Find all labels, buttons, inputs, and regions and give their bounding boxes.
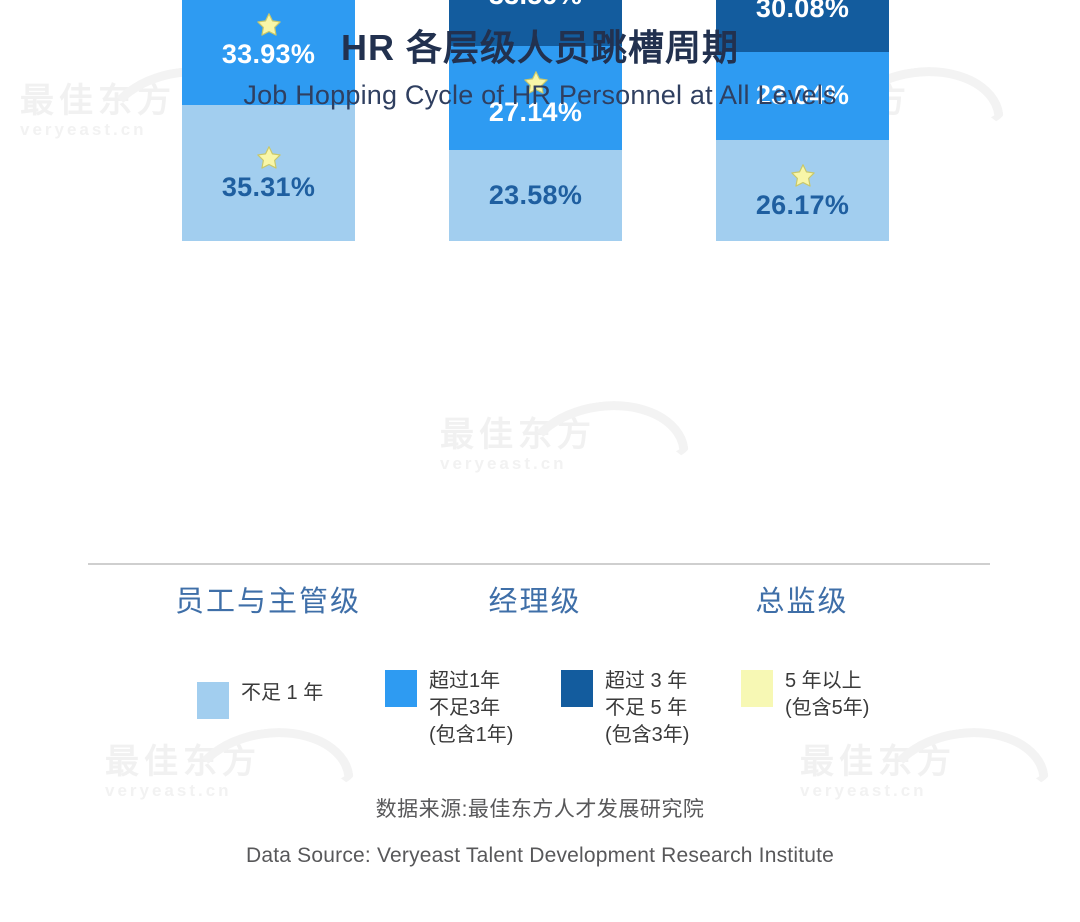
stacked-bar: 15.69%33.59%27.14%23.58% <box>449 0 622 241</box>
page-subtitle: Job Hopping Cycle of HR Personnel at All… <box>243 80 837 111</box>
legend-label-line: 不足 1 年 <box>241 682 324 704</box>
bar-segment: 33.93% <box>182 0 355 106</box>
x-axis-label-0: 员工与主管级 <box>174 586 361 618</box>
chart-title-block: HR 各层级人员跳槽周期 Job Hopping Cycle of HR Per… <box>0 26 1080 113</box>
legend-label-line: 5 年以上 <box>785 670 862 692</box>
legend-color-swatch <box>385 670 417 707</box>
legend-label-line: 超过 3 年 <box>605 670 688 692</box>
bar-segment: 27.14% <box>449 45 622 151</box>
chart-legend: 不足 1 年 超过1年不足3年 (包含1年) 超过 3 年不足 5 年 (包含3年) 5 … <box>0 668 1080 768</box>
star-icon <box>790 163 815 187</box>
bar-segment-value: 33.93% <box>221 38 316 69</box>
star-icon <box>523 71 548 94</box>
bar-segment: 35.31% <box>182 105 355 241</box>
chart-footer: 数据来源:最佳东方人才发展研究院 Data Source: Veryeast T… <box>0 795 1080 871</box>
bar-segment-value: 35.31% <box>221 172 316 203</box>
legend-label: 不足 1 年 <box>241 680 323 707</box>
stacked-bar: 20.71%30.08%23.04%26.17% <box>716 0 889 241</box>
bar-segment-value: 23.04% <box>755 80 850 111</box>
legend-label-line: (包含3年) <box>605 724 690 746</box>
legend-over-5-years[interactable]: 5 年以上 (包含5年) <box>741 668 869 722</box>
legend-1-to-3-years[interactable]: 超过1年不足3年 (包含1年) <box>385 668 513 749</box>
legend-under-1-year[interactable]: 不足 1 年 <box>197 680 323 719</box>
bar-segment: 26.17% <box>716 140 889 241</box>
bar-segment-value: 26.17% <box>755 189 850 220</box>
legend-label: 5 年以上 (包含5年) <box>785 668 869 722</box>
bar-segment-value: 30.08% <box>755 0 850 23</box>
x-axis-line <box>88 563 990 565</box>
legend-label-line: (包含1年) <box>429 724 514 746</box>
bar-segment-value: 33.59% <box>489 0 582 9</box>
chart-plot-area: 13.90%16.86%33.93%35.31%15.69%33.59%27.1… <box>88 0 990 618</box>
legend-label: 超过 3 年不足 5 年 (包含3年) <box>605 668 689 749</box>
legend-label: 超过1年不足3年 (包含1年) <box>429 668 513 749</box>
bar-segment: 33.59% <box>449 0 622 46</box>
bar-segment: 23.04% <box>716 51 889 141</box>
legend-label-line: 不足 5 年 <box>605 697 688 719</box>
bar-segment-value: 23.58% <box>488 180 583 211</box>
stacked-bar: 13.90%16.86%33.93%35.31% <box>182 0 355 241</box>
star-icon <box>256 12 281 36</box>
x-axis-label-1: 经理级 <box>488 586 582 618</box>
x-axis-label-2: 总监级 <box>755 586 849 618</box>
legend-label-line: 不足3年 <box>429 697 501 719</box>
x-axis-labels: 员工与主管级 经理级 总监级 <box>0 578 1080 628</box>
star-icon <box>256 146 281 169</box>
bar-segment-value: 27.14% <box>488 96 583 127</box>
bar-segment: 30.08% <box>716 0 889 52</box>
legend-3-to-5-years[interactable]: 超过 3 年不足 5 年 (包含3年) <box>561 668 689 749</box>
legend-color-swatch <box>197 682 229 719</box>
legend-color-swatch <box>561 670 593 707</box>
legend-label-line: (包含5年) <box>785 697 870 719</box>
legend-color-swatch <box>741 670 773 707</box>
page-title: HR 各层级人员跳槽周期 <box>341 27 739 68</box>
data-source-cn: 数据来源:最佳东方人才发展研究院 <box>375 798 705 821</box>
data-source-en: Data Source: Veryeast Talent Development… <box>245 844 835 868</box>
bar-segment: 23.58% <box>449 150 622 241</box>
legend-label-line: 超过1年 <box>429 670 501 692</box>
